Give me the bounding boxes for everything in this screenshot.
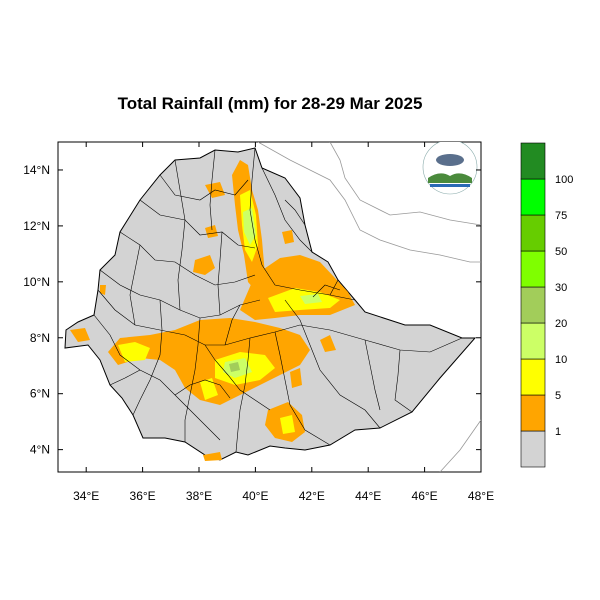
legend-swatch xyxy=(520,286,546,324)
x-tick-label: 34°E xyxy=(73,489,99,503)
x-tick-label: 46°E xyxy=(412,489,438,503)
x-axis: 34°E 36°E 38°E 40°E 42°E 44°E 46°E 48°E xyxy=(73,142,494,503)
x-tick-label: 36°E xyxy=(130,489,156,503)
legend-label: 30 xyxy=(555,282,567,294)
y-tick-label: 14°N xyxy=(23,163,50,177)
legend-swatch xyxy=(520,214,546,252)
legend-label: 1 xyxy=(555,426,561,438)
legend-label: 50 xyxy=(555,246,567,258)
legend-swatch xyxy=(520,430,546,468)
legend-swatch xyxy=(520,358,546,396)
legend-swatch xyxy=(520,142,546,180)
y-tick-label: 12°N xyxy=(23,219,50,233)
x-tick-label: 40°E xyxy=(242,489,268,503)
coastline xyxy=(257,142,481,263)
legend-label: 10 xyxy=(555,354,567,366)
legend-swatch xyxy=(520,394,546,432)
x-tick-label: 42°E xyxy=(299,489,325,503)
y-axis: 14°N 12°N 10°N 8°N 6°N 4°N xyxy=(23,163,481,457)
legend-swatch xyxy=(520,178,546,216)
legend-label: 75 xyxy=(555,210,567,222)
map-title: Total Rainfall (mm) for 28-29 Mar 2025 xyxy=(117,94,423,113)
coastline-arabia xyxy=(329,142,481,226)
y-tick-label: 8°N xyxy=(30,331,50,345)
y-tick-label: 4°N xyxy=(30,443,50,457)
x-tick-label: 38°E xyxy=(186,489,212,503)
y-tick-label: 10°N xyxy=(23,275,50,289)
legend-label: 20 xyxy=(555,318,567,330)
legend-label: 100 xyxy=(555,174,573,186)
legend-swatch xyxy=(520,250,546,288)
coastline-somalia xyxy=(439,419,481,472)
legend: 1 5 10 20 30 50 75 100 xyxy=(520,142,573,468)
map-body xyxy=(64,142,481,472)
legend-swatch xyxy=(520,322,546,360)
agency-logo xyxy=(422,142,478,195)
legend-label: 5 xyxy=(555,390,561,402)
admin-boundaries xyxy=(93,147,463,453)
x-tick-label: 44°E xyxy=(355,489,381,503)
x-tick-label: 48°E xyxy=(468,489,494,503)
rain-20-30mm xyxy=(229,362,240,372)
y-tick-label: 6°N xyxy=(30,387,50,401)
